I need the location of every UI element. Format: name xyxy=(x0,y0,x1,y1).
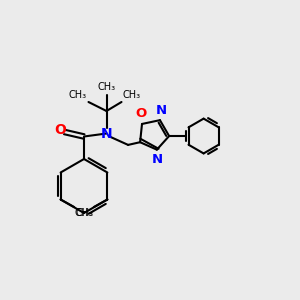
Text: CH₃: CH₃ xyxy=(69,90,87,100)
Text: N: N xyxy=(156,103,167,116)
Text: CH₃: CH₃ xyxy=(98,82,116,92)
Text: N: N xyxy=(101,127,112,140)
Text: N: N xyxy=(151,153,162,166)
Text: CH₃: CH₃ xyxy=(76,208,94,218)
Text: O: O xyxy=(55,124,67,137)
Text: CH₃: CH₃ xyxy=(74,208,92,218)
Text: CH₃: CH₃ xyxy=(123,90,141,100)
Text: O: O xyxy=(135,107,146,120)
